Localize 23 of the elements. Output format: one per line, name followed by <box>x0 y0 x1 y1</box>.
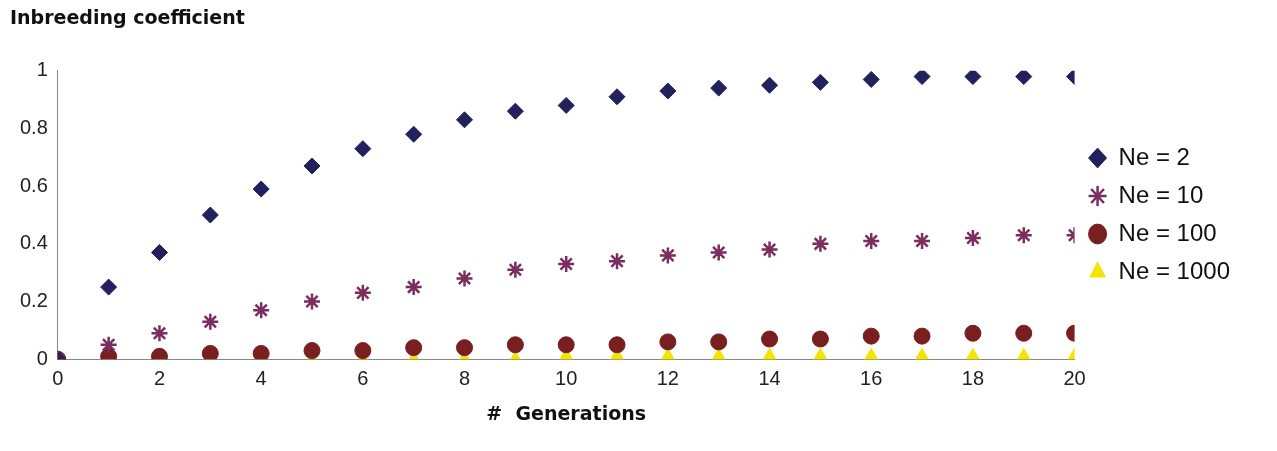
y-tick-label: 0.8 <box>19 116 48 138</box>
legend-label: Ne = 100 <box>1118 218 1217 246</box>
legend-label: Ne = 1000 <box>1118 256 1230 284</box>
y-tick-label: 0.4 <box>19 231 48 254</box>
x-tick-label: 10 <box>555 366 578 389</box>
x-tick-label: 0 <box>52 366 64 389</box>
y-axis-title: Inbreeding coefficient <box>10 6 245 29</box>
y-tick-label: 0 <box>36 346 48 369</box>
x-tick-label: 4 <box>255 366 267 389</box>
x-tick-label: 18 <box>961 366 985 389</box>
x-axis-title: # Generations <box>486 401 647 424</box>
legend-label: Ne = 2 <box>1118 142 1190 170</box>
x-tick-label: 2 <box>153 366 166 389</box>
x-tick-label: 20 <box>1063 366 1086 389</box>
x-tick-label: 6 <box>357 366 369 389</box>
x-tick-label: 8 <box>458 366 471 389</box>
legend-label: Ne = 10 <box>1118 180 1204 208</box>
x-tick-label: 12 <box>656 366 679 389</box>
x-tick-label: 14 <box>758 366 781 389</box>
x-tick-label: 16 <box>860 366 883 389</box>
y-tick-label: 0.6 <box>19 173 48 196</box>
y-tick-label: 1 <box>36 58 48 81</box>
y-tick-label: 0.2 <box>19 289 48 312</box>
